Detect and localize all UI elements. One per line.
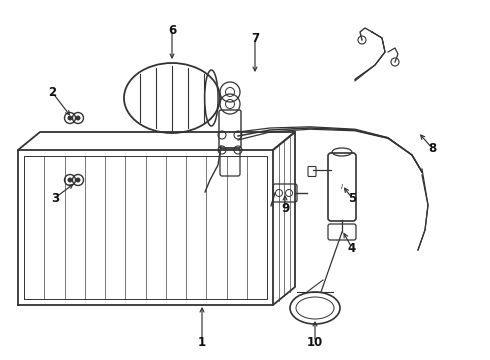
- Text: 10: 10: [307, 336, 323, 348]
- Text: 7: 7: [251, 31, 259, 45]
- Text: 5: 5: [348, 192, 356, 204]
- Text: 9: 9: [281, 202, 289, 215]
- Text: 1: 1: [198, 336, 206, 348]
- Text: 6: 6: [168, 23, 176, 36]
- Circle shape: [75, 116, 80, 121]
- Text: 3: 3: [51, 192, 59, 204]
- Circle shape: [75, 177, 80, 183]
- Circle shape: [68, 116, 73, 121]
- Text: 2: 2: [48, 85, 56, 99]
- Text: I: I: [341, 184, 343, 190]
- Circle shape: [68, 177, 73, 183]
- Text: 4: 4: [348, 242, 356, 255]
- Text: 8: 8: [428, 141, 436, 154]
